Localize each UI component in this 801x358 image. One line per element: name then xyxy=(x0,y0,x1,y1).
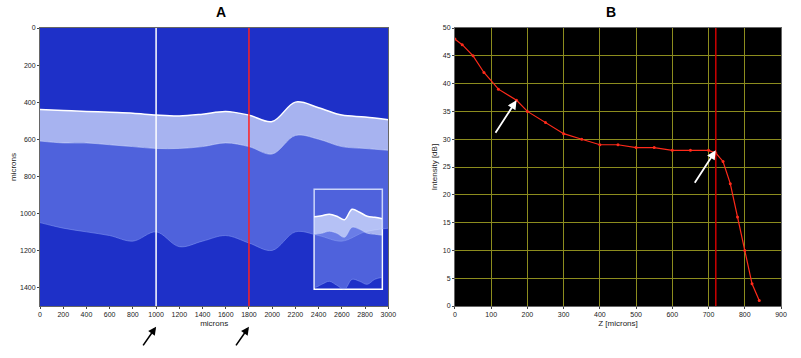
svg-text:800: 800 xyxy=(24,173,36,180)
svg-text:1000: 1000 xyxy=(20,210,36,217)
svg-text:30: 30 xyxy=(443,136,451,143)
svg-text:600: 600 xyxy=(104,311,116,318)
svg-text:400: 400 xyxy=(594,311,606,318)
svg-text:600: 600 xyxy=(24,136,36,143)
svg-text:2800: 2800 xyxy=(357,311,373,318)
svg-text:45: 45 xyxy=(443,52,451,59)
svg-text:50: 50 xyxy=(443,24,451,31)
svg-text:300: 300 xyxy=(558,311,570,318)
svg-text:400: 400 xyxy=(81,311,93,318)
svg-text:25: 25 xyxy=(443,163,451,170)
svg-text:0: 0 xyxy=(447,302,451,309)
svg-text:microns: microns xyxy=(9,153,18,181)
svg-text:1200: 1200 xyxy=(20,247,36,254)
svg-text:10: 10 xyxy=(443,247,451,254)
svg-text:5: 5 xyxy=(447,275,451,282)
svg-text:B: B xyxy=(606,4,616,20)
svg-text:0: 0 xyxy=(38,311,42,318)
svg-text:600: 600 xyxy=(666,311,678,318)
svg-text:100: 100 xyxy=(485,311,497,318)
svg-text:microns: microns xyxy=(200,319,228,328)
svg-text:0: 0 xyxy=(453,311,457,318)
svg-text:1000: 1000 xyxy=(148,311,164,318)
svg-text:1200: 1200 xyxy=(172,311,188,318)
svg-text:Z [microns]: Z [microns] xyxy=(598,319,638,328)
svg-text:20: 20 xyxy=(443,191,451,198)
svg-text:2600: 2600 xyxy=(334,311,350,318)
svg-text:200: 200 xyxy=(24,62,36,69)
svg-text:1400: 1400 xyxy=(195,311,211,318)
svg-text:0: 0 xyxy=(32,24,36,31)
svg-text:400: 400 xyxy=(24,99,36,106)
svg-text:40: 40 xyxy=(443,80,451,87)
svg-text:700: 700 xyxy=(703,311,715,318)
svg-text:800: 800 xyxy=(739,311,751,318)
svg-text:Intensity [dB]: Intensity [dB] xyxy=(430,144,439,190)
svg-text:900: 900 xyxy=(775,311,787,318)
svg-text:2400: 2400 xyxy=(311,311,327,318)
svg-text:A: A xyxy=(216,4,226,20)
svg-text:200: 200 xyxy=(522,311,534,318)
svg-text:1800: 1800 xyxy=(241,311,257,318)
svg-text:200: 200 xyxy=(57,311,69,318)
svg-text:3000: 3000 xyxy=(380,311,396,318)
svg-text:15: 15 xyxy=(443,219,451,226)
svg-text:1600: 1600 xyxy=(218,311,234,318)
svg-text:2000: 2000 xyxy=(264,311,280,318)
svg-text:500: 500 xyxy=(630,311,642,318)
svg-text:2200: 2200 xyxy=(288,311,304,318)
svg-text:35: 35 xyxy=(443,108,451,115)
svg-text:1400: 1400 xyxy=(20,284,36,291)
svg-text:800: 800 xyxy=(127,311,139,318)
